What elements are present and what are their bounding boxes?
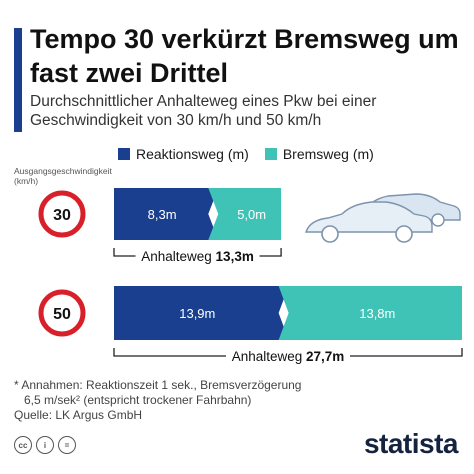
bar-brems-50 [278, 286, 462, 340]
statista-logo[interactable]: statista [363, 428, 459, 459]
info-icon[interactable]: i [36, 436, 54, 454]
bar-label-reaktion-30: 8,3m [148, 207, 177, 222]
cars-illustration [305, 193, 461, 243]
total-label-text-30: Anhalteweg [141, 249, 215, 264]
bar-label-reaktion-50: 13,9m [179, 306, 215, 321]
legend-label-reaktion: Reaktionsweg (m) [136, 146, 249, 162]
bar-label-brems-50: 13,8m [359, 306, 395, 321]
y-axis-label: Ausgangsgeschwindigkeit (km/h) [14, 166, 112, 186]
source-line: Quelle: LK Argus GmbH [14, 408, 143, 422]
total-label-30: Anhalteweg 13,3m [141, 249, 254, 264]
footnote: * Annahmen: Reaktionszeit 1 sek., Bremsv… [14, 378, 301, 423]
legend-item-brems: Bremsweg (m) [264, 146, 374, 162]
total-label-50: Anhalteweg 27,7m [232, 349, 345, 364]
category-label-50: 50 [53, 306, 71, 323]
total-label-bg-50 [226, 347, 350, 365]
chart-subtitle: Durchschnittlicher Anhalteweg eines Pkw … [30, 93, 377, 129]
legend-swatch-brems [264, 148, 277, 160]
total-label-text-50: Anhalteweg [232, 349, 306, 364]
legend-label-brems: Bremsweg (m) [282, 146, 374, 162]
total-value-50: 27,7m [306, 349, 344, 364]
total-value-30: 13,3m [216, 249, 254, 264]
cc-icon[interactable]: cc [14, 436, 32, 454]
chart-title: Tempo 30 verkürzt Bremsweg um fast zwei … [30, 24, 459, 88]
footnote-line-1: * Annahmen: Reaktionszeit 1 sek., Bremsv… [14, 378, 302, 392]
footnote-line-2: 6,5 m/sek² (entspricht trockener Fahrbah… [24, 393, 252, 407]
legend-item-reaktion: Reaktionsweg (m) [118, 146, 249, 162]
speed-sign-30: 30 [38, 190, 86, 238]
title-accent-bar [14, 28, 22, 132]
total-label-bg-30 [135, 247, 260, 265]
category-label-30: 30 [53, 207, 71, 224]
bar-label-brems-30: 5,0m [237, 207, 266, 222]
bar-reaktion-30 [114, 188, 219, 240]
equals-icon[interactable]: = [58, 436, 76, 454]
speed-sign-50: 50 [38, 289, 86, 337]
bar-brems-30 [208, 188, 282, 240]
license-icons: cc i = [14, 436, 76, 454]
legend: Reaktionsweg (m) Bremsweg (m) [118, 146, 390, 162]
legend-swatch-reaktion [118, 148, 130, 160]
bar-reaktion-50 [114, 286, 289, 340]
